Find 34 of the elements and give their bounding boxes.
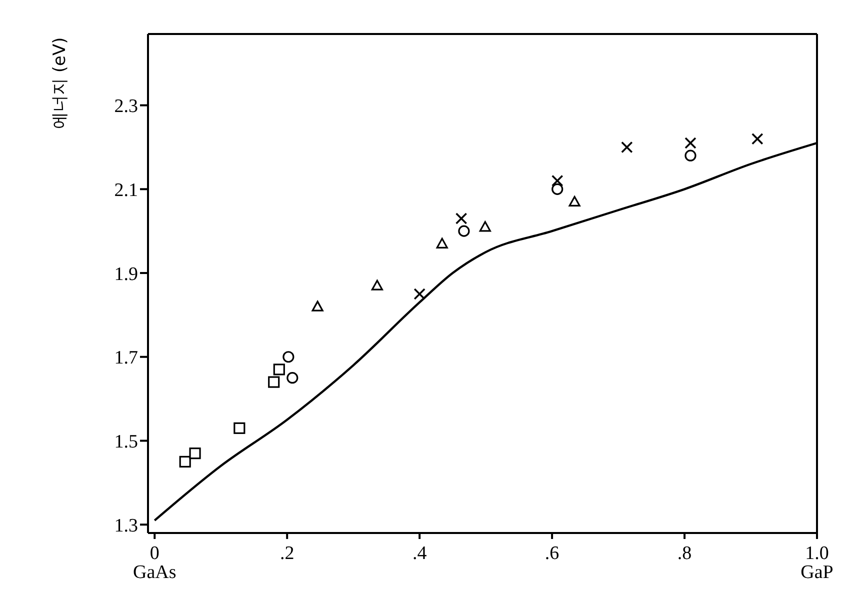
y-tick-label: 1.3 (114, 515, 138, 536)
point (568, 196, 580, 207)
point (751, 132, 764, 145)
y-tick-label: 1.9 (114, 264, 138, 285)
y-tick-label: 1.7 (114, 348, 138, 369)
y-tick-label: 2.1 (114, 180, 138, 201)
x-tick-label: 0 GaAs (132, 543, 176, 583)
y-tick-label: 2.3 (114, 96, 138, 118)
point (455, 212, 468, 224)
point (552, 183, 564, 195)
y-axis-title: 에너지 (eV) (50, 37, 70, 129)
point (268, 376, 280, 388)
point (684, 137, 696, 149)
point (282, 351, 294, 363)
point (479, 221, 491, 232)
point (273, 364, 285, 376)
point (234, 422, 246, 434)
point (436, 238, 448, 248)
point (371, 280, 383, 290)
point (621, 141, 633, 154)
point (312, 300, 324, 312)
y-tick-label: 1.5 (114, 431, 138, 452)
x-tick-label: .4 (412, 543, 428, 564)
x-tick-label: .8 (677, 543, 692, 564)
point (189, 448, 201, 460)
x-tick-label: .6 (544, 543, 560, 564)
point (179, 456, 191, 468)
point (286, 372, 298, 384)
point (684, 150, 696, 162)
x-tick-label: .2 (280, 543, 294, 564)
point (458, 225, 470, 237)
point (551, 174, 564, 187)
x-tick-label: 1.0 GaP (800, 543, 834, 583)
point (414, 288, 426, 300)
